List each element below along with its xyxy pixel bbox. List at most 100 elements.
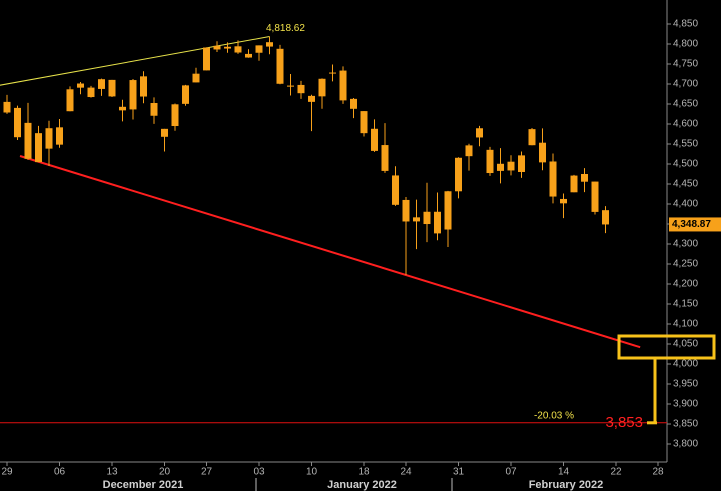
candle-body [266, 42, 273, 47]
y-tick-label: 4,650 [673, 99, 698, 110]
candle-body [455, 157, 462, 192]
y-tick-label: 4,000 [673, 359, 698, 370]
candle-body [87, 87, 95, 98]
candle-body [444, 191, 452, 230]
candle-body [287, 85, 294, 87]
candle-body [297, 84, 305, 94]
y-tick-label: 4,150 [673, 299, 698, 310]
candle-body [581, 173, 588, 182]
candle-body [423, 211, 431, 225]
candle-body [192, 73, 200, 83]
candle-body [497, 163, 504, 171]
y-tick-label: 3,800 [673, 439, 698, 450]
trendline [0, 36, 270, 86]
candle-body [570, 175, 578, 193]
x-tick-label: 07 [505, 467, 517, 478]
candle-body [465, 145, 473, 157]
y-tick-label: 4,250 [673, 259, 698, 270]
high-label: 4,818.62 [266, 23, 305, 34]
y-tick-label: 4,600 [673, 119, 698, 130]
candle-body [77, 83, 84, 88]
candle-body [3, 101, 11, 113]
candle-body [182, 85, 189, 104]
y-tick-label: 3,900 [673, 399, 698, 410]
x-tick-label: 14 [558, 467, 570, 478]
y-tick-label: 3,850 [673, 419, 698, 430]
x-tick-label: 06 [54, 467, 66, 478]
candle-body [413, 217, 420, 222]
x-tick-label: 27 [201, 467, 213, 478]
candle-body [528, 129, 536, 146]
candle-body [234, 46, 242, 53]
candle-body [318, 78, 326, 97]
candle-body [329, 72, 336, 74]
candle-body [350, 98, 357, 109]
x-tick-label: 13 [106, 467, 118, 478]
candle-body [129, 80, 137, 110]
x-tick-label: 10 [306, 467, 318, 478]
x-tick-label: 31 [453, 467, 465, 478]
candle-body [66, 89, 74, 112]
candle-body [476, 128, 483, 138]
candle-body [56, 127, 63, 145]
candle-body [276, 48, 284, 84]
candle-body [150, 103, 158, 116]
x-tick-label: 20 [159, 467, 171, 478]
candle-body [486, 149, 494, 174]
candle-body [35, 133, 42, 163]
y-tick-label: 3,950 [673, 379, 698, 390]
candle-body [371, 128, 378, 151]
y-tick-label: 4,700 [673, 79, 698, 90]
candle-body [308, 95, 315, 102]
month-label: February 2022 [529, 479, 604, 491]
x-tick-label: 28 [652, 467, 664, 478]
candle-body [402, 199, 410, 222]
candle-body [213, 45, 221, 50]
y-tick-label: 4,800 [673, 39, 698, 50]
month-label: January 2022 [327, 479, 397, 491]
candle-body [560, 198, 567, 204]
candle-body [14, 107, 21, 138]
trendline [19, 155, 641, 349]
candle-body [507, 161, 515, 171]
x-tick-label: 24 [400, 467, 412, 478]
target-label: 3,853 [605, 414, 643, 431]
candle-body [539, 142, 546, 163]
month-label: December 2021 [103, 479, 184, 491]
y-tick-label: 4,500 [673, 159, 698, 170]
y-tick-label: 4,400 [673, 199, 698, 210]
candle-body [381, 145, 389, 171]
candle-body [434, 211, 441, 234]
candle-body [255, 45, 263, 53]
candle-body [392, 175, 399, 205]
candle-body [108, 79, 116, 97]
candle-body [98, 79, 105, 89]
candle-body [549, 161, 557, 197]
candle-body [45, 128, 53, 149]
x-tick-label: 03 [253, 467, 265, 478]
candle-body [602, 210, 609, 225]
y-tick-label: 4,100 [673, 319, 698, 330]
candle-body [360, 111, 368, 134]
y-tick-label: 4,750 [673, 59, 698, 70]
candle-body [224, 46, 231, 49]
candle-body [161, 128, 168, 137]
candle-body [245, 53, 252, 58]
candle-body [518, 155, 525, 172]
y-tick-label: 4,450 [673, 179, 698, 190]
y-tick-label: 4,300 [673, 239, 698, 250]
y-tick-label: 4,050 [673, 339, 698, 350]
x-tick-label: 22 [610, 467, 622, 478]
decline-label: -20.03 % [534, 410, 574, 421]
last-price-label: 4,348.87 [672, 219, 711, 230]
y-tick-label: 4,200 [673, 279, 698, 290]
candle-body [339, 70, 347, 101]
last-price-box [669, 217, 721, 232]
candle-body [591, 181, 599, 212]
x-tick-label: 18 [358, 467, 370, 478]
candle-body [171, 104, 179, 127]
candle-body [24, 122, 32, 159]
x-tick-label: 29 [1, 467, 13, 478]
